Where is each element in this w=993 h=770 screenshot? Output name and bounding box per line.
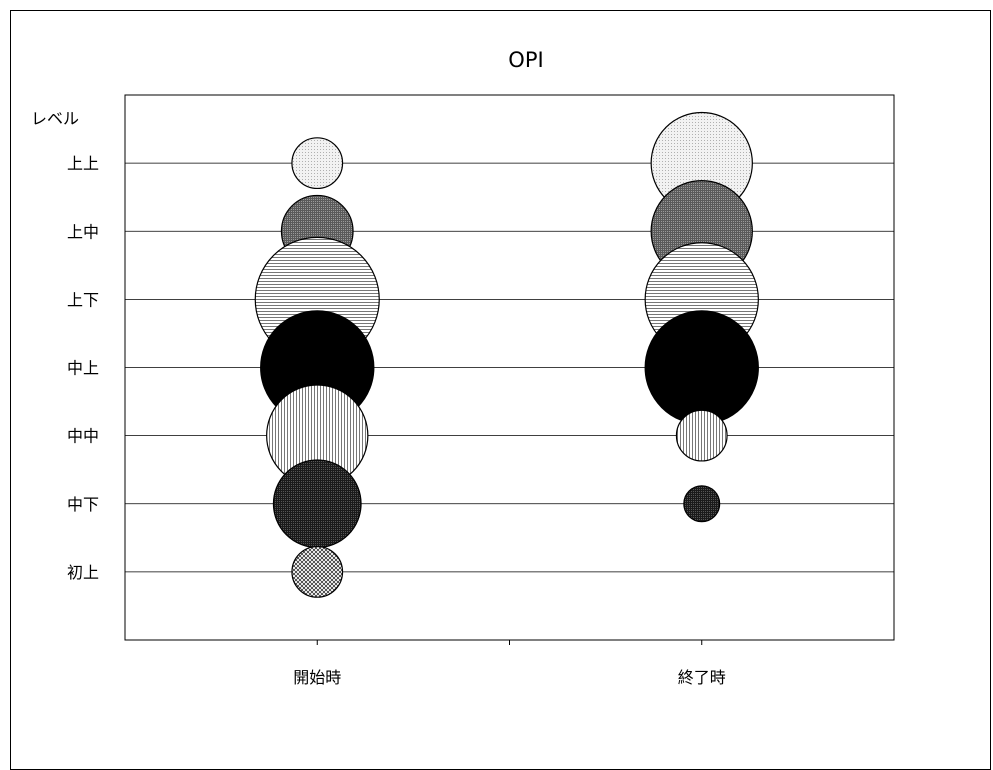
gridlines [125, 162, 894, 645]
y-tick-label: 上下 [67, 290, 99, 309]
bubble-中下-終了時 [683, 485, 721, 523]
x-tick-labels: 開始時 終了時 [293, 668, 726, 687]
bubble-中下-開始時 [272, 459, 362, 549]
y-tick-label: 初上 [67, 563, 99, 582]
y-axis-label: レベル [31, 109, 79, 128]
opi-bubble-chart: OPI レベル 初上 中下 中中 中上 上下 上中 上上 開始時 終了時 [31, 48, 895, 687]
bubbles [254, 111, 759, 598]
bubble-初上-開始時 [291, 545, 344, 598]
y-tick-label: 中下 [67, 495, 99, 514]
chart-title: OPI [508, 48, 543, 72]
y-tick-label: 中上 [67, 359, 99, 378]
x-tick-label: 開始時 [293, 668, 341, 687]
y-tick-label: 中中 [67, 427, 99, 446]
y-tick-labels: 初上 中下 中中 中上 上下 上中 上上 [67, 154, 99, 582]
bubble-中上-終了時 [644, 310, 759, 425]
bubble-上上-開始時 [291, 137, 344, 190]
chart-frame: OPI レベル 初上 中下 中中 中上 上下 上中 上上 開始時 終了時 [10, 10, 991, 770]
y-tick-label: 上上 [67, 154, 99, 173]
bubble-中中-終了時 [675, 409, 728, 462]
x-tick-label: 終了時 [678, 668, 726, 687]
y-tick-label: 上中 [67, 222, 99, 241]
